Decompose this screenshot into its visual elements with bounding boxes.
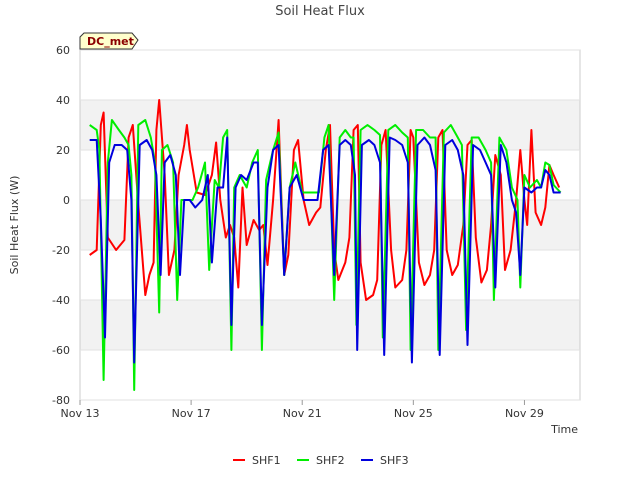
x-tick-label: Nov 25 <box>394 407 433 420</box>
y-tick-label: 40 <box>56 94 70 107</box>
y-tick-label: -40 <box>52 294 70 307</box>
y-axis-label: Soil Heat Flux (W) <box>8 176 21 275</box>
y-tick-label: -60 <box>52 344 70 357</box>
y-axis-ticks: -80 -60 -40 -20 0 20 40 60 <box>52 44 70 407</box>
legend-label-shf2: SHF2 <box>316 454 345 467</box>
y-tick-label: 20 <box>56 144 70 157</box>
y-tick-label: 0 <box>63 194 70 207</box>
legend-label-shf1: SHF1 <box>252 454 281 467</box>
series-lines <box>89 99 562 391</box>
badge-label: DC_met <box>87 35 134 48</box>
y-tick-label: 60 <box>56 44 70 57</box>
x-tick-label: Nov 13 <box>61 407 100 420</box>
series-shf1-line <box>89 99 561 301</box>
y-tick-label: -80 <box>52 394 70 407</box>
chart-title: Soil Heat Flux <box>275 4 365 19</box>
x-axis-ticks: Nov 13 Nov 17 Nov 21 Nov 25 Nov 29 <box>61 400 544 420</box>
y-tick-label: -20 <box>52 244 70 257</box>
x-tick-label: Nov 21 <box>283 407 322 420</box>
x-tick-label: Nov 29 <box>505 407 544 420</box>
x-tick-label: Nov 17 <box>172 407 211 420</box>
legend-label-shf3: SHF3 <box>380 454 409 467</box>
dc-met-badge: DC_met <box>79 32 139 50</box>
band <box>80 300 580 350</box>
series-shf3-line <box>89 136 561 364</box>
legend: SHF1 SHF2 SHF3 <box>233 454 409 467</box>
x-axis-label: Time <box>550 423 578 436</box>
grid-lines <box>80 49 580 401</box>
